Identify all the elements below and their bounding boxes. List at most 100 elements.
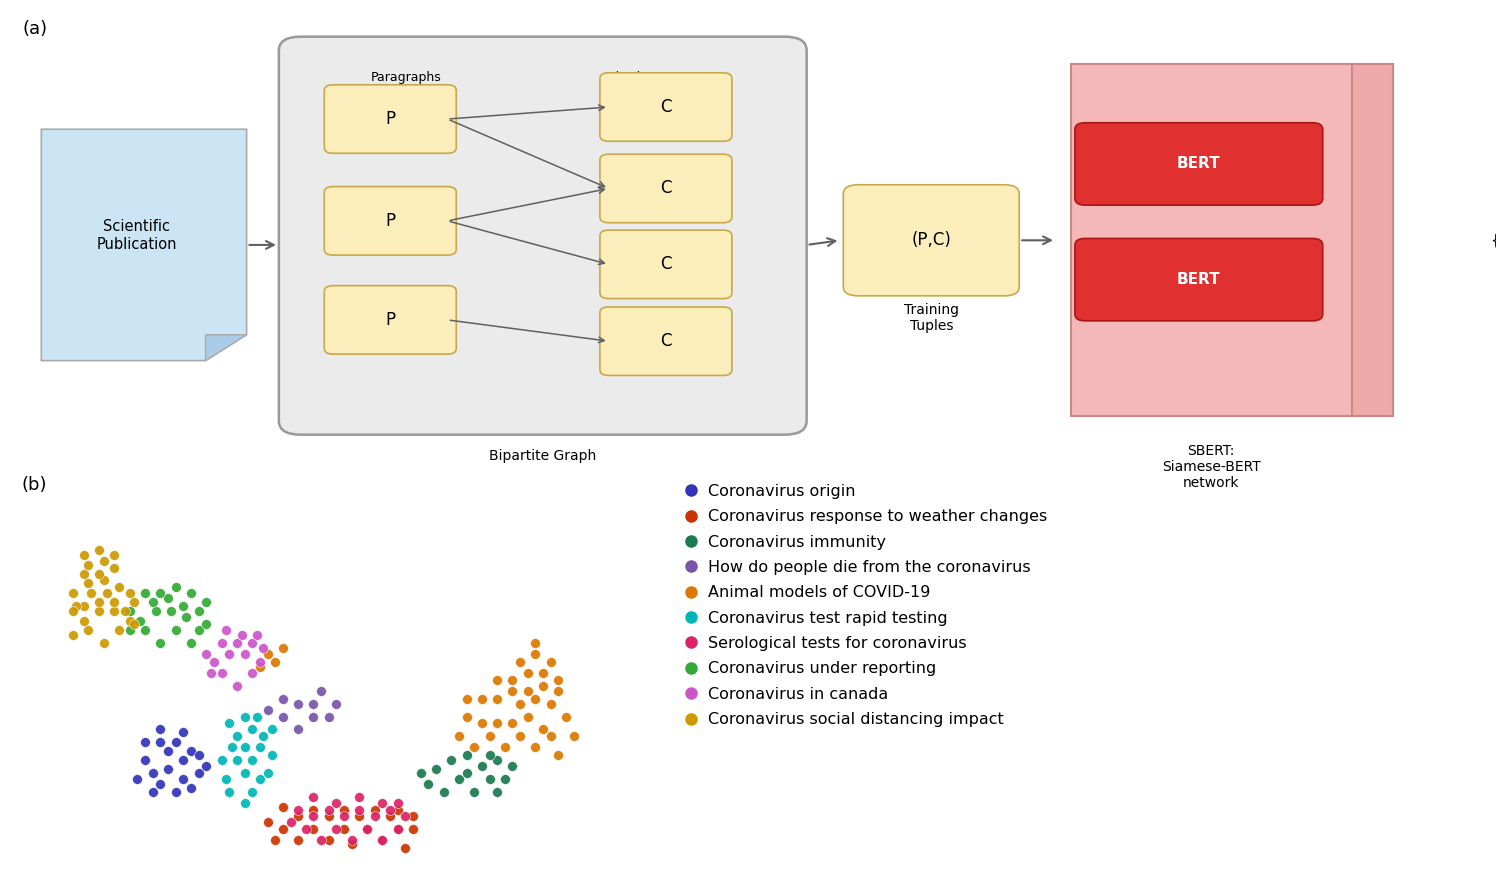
Point — [317, 804, 341, 818]
Point — [241, 722, 265, 736]
Point — [180, 635, 203, 650]
Point — [118, 586, 142, 600]
Point — [118, 604, 142, 619]
Point — [76, 576, 100, 590]
Point — [347, 809, 371, 823]
Point — [347, 790, 371, 805]
Point — [123, 595, 147, 609]
Point — [103, 548, 127, 562]
Point — [501, 684, 525, 699]
Point — [286, 697, 310, 711]
Point — [224, 678, 248, 692]
Point — [362, 809, 386, 823]
FancyBboxPatch shape — [1071, 64, 1393, 417]
Point — [194, 758, 218, 773]
Point — [91, 572, 115, 587]
Point — [485, 753, 509, 767]
Point — [180, 781, 203, 795]
Point — [286, 833, 310, 847]
Point — [61, 586, 85, 600]
Point — [214, 772, 238, 786]
Point — [251, 729, 275, 743]
Point — [209, 753, 233, 767]
Point — [423, 763, 447, 777]
Point — [194, 647, 218, 661]
Point — [485, 716, 509, 730]
Point — [271, 642, 295, 656]
FancyBboxPatch shape — [600, 307, 732, 376]
Point — [199, 666, 223, 680]
Point — [286, 722, 310, 736]
Point — [293, 821, 317, 836]
Text: Training
Tuples: Training Tuples — [904, 303, 959, 334]
Point — [79, 586, 103, 600]
Text: C: C — [660, 98, 672, 116]
Point — [371, 796, 395, 810]
Point — [133, 734, 157, 748]
Point — [310, 684, 334, 699]
Point — [386, 821, 410, 836]
Point — [148, 777, 172, 791]
Point — [248, 740, 272, 754]
Point — [455, 692, 479, 706]
Point — [362, 804, 386, 818]
Point — [492, 740, 516, 754]
Legend: Coronavirus origin, Coronavirus response to weather changes, Coronavirus immunit: Coronavirus origin, Coronavirus response… — [682, 484, 1047, 727]
FancyBboxPatch shape — [278, 36, 806, 434]
Point — [378, 809, 402, 823]
Point — [509, 697, 533, 711]
Point — [462, 740, 486, 754]
Text: Paragraphs: Paragraphs — [371, 71, 441, 84]
Point — [224, 729, 248, 743]
Point — [325, 697, 349, 711]
FancyBboxPatch shape — [1076, 239, 1322, 320]
Point — [462, 785, 486, 799]
Point — [251, 642, 275, 656]
Point — [447, 772, 471, 786]
Point — [156, 744, 180, 758]
Point — [355, 821, 378, 836]
Point — [332, 809, 356, 823]
Point — [271, 692, 295, 706]
Point — [378, 804, 402, 818]
Point — [256, 647, 280, 661]
Point — [408, 766, 432, 781]
Point — [317, 710, 341, 724]
Text: P: P — [384, 212, 395, 230]
Point — [539, 697, 562, 711]
Point — [263, 654, 287, 668]
Point — [241, 785, 265, 799]
Point — [524, 647, 548, 661]
Point — [546, 748, 570, 762]
Text: P: P — [384, 110, 395, 128]
Point — [539, 729, 562, 743]
Point — [325, 796, 349, 810]
Point — [501, 673, 525, 687]
Point — [393, 840, 417, 854]
Text: BERT: BERT — [1177, 272, 1221, 287]
Point — [302, 821, 326, 836]
Point — [516, 666, 540, 680]
Point — [163, 580, 187, 595]
Point — [447, 729, 471, 743]
Point — [332, 821, 356, 836]
Point — [108, 580, 132, 595]
Point — [371, 833, 395, 847]
Point — [156, 591, 180, 605]
Point — [133, 586, 157, 600]
Point — [371, 833, 395, 847]
Text: (b): (b) — [21, 476, 46, 494]
Point — [141, 595, 165, 609]
Point — [163, 623, 187, 637]
Point — [87, 595, 111, 609]
Point — [401, 821, 425, 836]
Point — [148, 734, 172, 748]
Point — [108, 623, 132, 637]
Point — [180, 744, 203, 758]
Text: P: P — [384, 311, 395, 329]
Point — [485, 785, 509, 799]
Text: {0,1} Correspondence: {0,1} Correspondence — [1492, 232, 1496, 248]
Point — [554, 710, 577, 724]
Point — [455, 710, 479, 724]
Point — [509, 654, 533, 668]
